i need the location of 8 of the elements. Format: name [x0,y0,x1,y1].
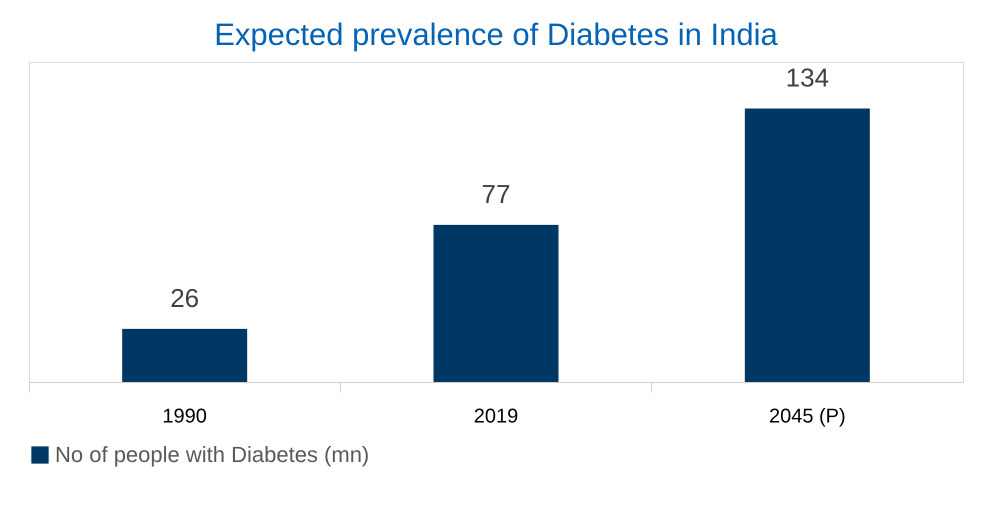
chart-title: Expected prevalence of Diabetes in India [214,17,779,52]
data-label: 77 [482,178,510,209]
data-label: 134 [786,62,830,92]
x-tick-label: 1990 [162,406,207,428]
x-tick-label: 2045 (P) [768,406,846,428]
legend-label: No of people with Diabetes (mn) [55,442,370,467]
x-tick-label: 2019 [474,406,518,428]
data-label: 26 [170,282,200,313]
